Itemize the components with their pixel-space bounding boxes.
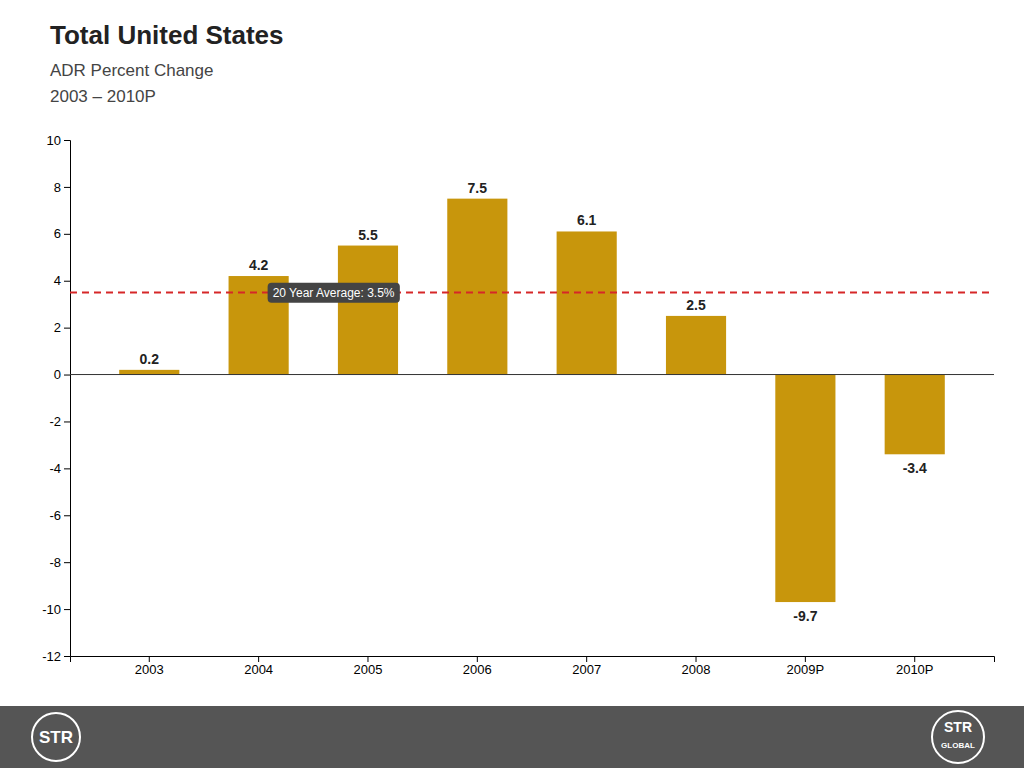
footer-bar bbox=[0, 706, 1024, 768]
data-label: 7.5 bbox=[468, 180, 488, 196]
logo-ring bbox=[32, 713, 80, 761]
tick-label: -10 bbox=[42, 602, 61, 617]
tick: 8 bbox=[54, 180, 70, 195]
tick-mark bbox=[64, 421, 70, 422]
tick-label: -2 bbox=[49, 414, 61, 429]
bar bbox=[447, 199, 507, 375]
data-label: 4.2 bbox=[249, 257, 269, 273]
tick-label: -8 bbox=[49, 555, 61, 570]
title: Total United States bbox=[50, 20, 284, 50]
annotation: 20 Year Average: 3.5% bbox=[273, 286, 395, 300]
tick-mark bbox=[64, 468, 70, 469]
tick: -6 bbox=[49, 508, 70, 523]
tick: 2008 bbox=[682, 656, 711, 677]
tick-label: 2 bbox=[54, 320, 61, 335]
tick-mark bbox=[64, 562, 70, 563]
tick-mark bbox=[586, 656, 587, 662]
tick-label: -6 bbox=[49, 508, 61, 523]
tick-label: -4 bbox=[49, 461, 61, 476]
tick-label: 8 bbox=[54, 180, 61, 195]
chart: Total United StatesADR Percent Change200… bbox=[0, 0, 1024, 768]
tick: -2 bbox=[49, 414, 70, 429]
tick-label: 2006 bbox=[463, 662, 492, 677]
tick: 10 bbox=[47, 133, 70, 148]
tick: 2003 bbox=[135, 656, 164, 677]
tick: 2010P bbox=[896, 656, 934, 677]
data-label: -9.7 bbox=[793, 608, 817, 624]
logo-text: STR bbox=[39, 728, 73, 747]
tick-label: -12 bbox=[42, 649, 61, 664]
bar bbox=[557, 231, 617, 374]
tick-label: 2004 bbox=[244, 662, 273, 677]
tick-label: 10 bbox=[47, 133, 61, 148]
x-axis: 2003 2004 2005 2006 2007 2008 2009P 2010P bbox=[71, 656, 995, 677]
tick: 2005 bbox=[354, 656, 383, 677]
plot-area bbox=[70, 199, 994, 602]
tick-mark bbox=[258, 656, 259, 662]
data-label: 2.5 bbox=[686, 297, 706, 313]
tick-mark bbox=[64, 281, 70, 282]
zero-line bbox=[70, 374, 994, 375]
tick-mark bbox=[64, 234, 70, 235]
y-axis: -12 -10 -8 -6 -4 -2 0 2 4 6 8 10 bbox=[42, 133, 70, 664]
tick-mark bbox=[367, 656, 368, 662]
label-box bbox=[268, 283, 400, 303]
tick: 2004 bbox=[244, 656, 273, 677]
reference-line bbox=[70, 291, 994, 293]
tick: 2 bbox=[54, 320, 70, 335]
tick-mark bbox=[64, 328, 70, 329]
axis-line bbox=[71, 657, 995, 663]
reference-label: 20 Year Average: 3.5% bbox=[268, 283, 400, 303]
bar bbox=[666, 316, 726, 375]
tick-label: 6 bbox=[54, 226, 61, 241]
tick: 2007 bbox=[572, 656, 601, 677]
tick-mark bbox=[64, 515, 70, 516]
tick-mark bbox=[149, 656, 150, 662]
tick: -10 bbox=[42, 602, 70, 617]
subtitle: 2003 – 2010P bbox=[50, 87, 156, 106]
tick: 0 bbox=[54, 367, 70, 382]
bar bbox=[338, 246, 398, 375]
logo-text: GLOBAL bbox=[941, 741, 975, 750]
tick: -12 bbox=[42, 649, 70, 664]
tick: 4 bbox=[54, 273, 70, 288]
footer: STR STR GLOBAL bbox=[0, 706, 1024, 768]
tick: 6 bbox=[54, 226, 70, 241]
tick: 2006 bbox=[463, 656, 492, 677]
tick-mark bbox=[64, 656, 70, 657]
tick: -8 bbox=[49, 555, 70, 570]
data-label: 6.1 bbox=[577, 212, 597, 228]
tick-label: 2007 bbox=[572, 662, 601, 677]
tick-mark bbox=[696, 656, 697, 662]
tick-label: 2005 bbox=[354, 662, 383, 677]
data-label: 5.5 bbox=[358, 227, 378, 243]
tick-label: 0 bbox=[54, 367, 61, 382]
bar bbox=[119, 370, 179, 375]
tick-label: 2008 bbox=[682, 662, 711, 677]
tick-label: 2010P bbox=[896, 662, 934, 677]
data-label: 0.2 bbox=[140, 351, 160, 367]
tick-mark bbox=[64, 140, 70, 141]
tick-mark bbox=[64, 375, 70, 376]
subtitle: ADR Percent Change bbox=[50, 61, 213, 80]
data-label: -3.4 bbox=[903, 460, 927, 476]
logo-ring bbox=[932, 711, 984, 763]
bar bbox=[885, 375, 945, 455]
tick-label: 4 bbox=[54, 273, 61, 288]
tick-label: 2003 bbox=[135, 662, 164, 677]
tick: 2009P bbox=[787, 656, 825, 677]
logo-text: STR bbox=[944, 719, 972, 735]
tick-mark bbox=[64, 187, 70, 188]
tick: -4 bbox=[49, 461, 70, 476]
tick-label: 2009P bbox=[787, 662, 825, 677]
data-labels: 0.2 4.2 5.5 7.5 6.1 2.5 -9.7 -3.4 bbox=[140, 180, 927, 624]
tick-mark bbox=[64, 609, 70, 610]
tick-mark bbox=[477, 656, 478, 662]
tick-mark bbox=[805, 656, 806, 662]
bar bbox=[775, 375, 835, 603]
tick-mark bbox=[914, 656, 915, 662]
axis-line bbox=[64, 141, 71, 657]
